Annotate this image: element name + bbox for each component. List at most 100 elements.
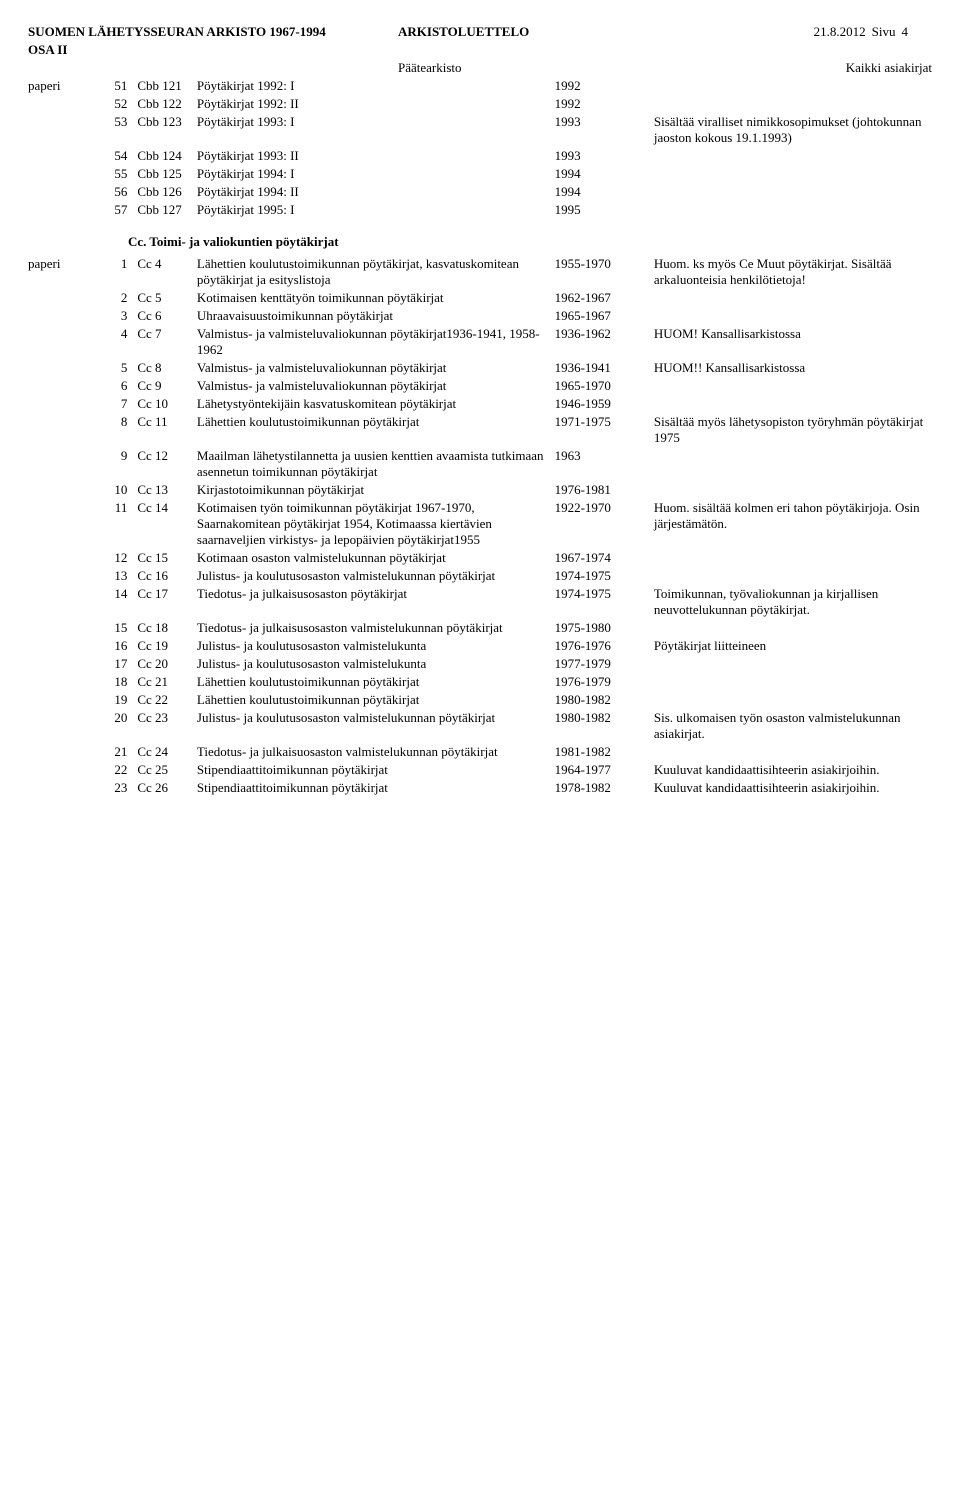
record-year: 1976-1981	[555, 482, 654, 498]
record-title: Kotimaan osaston valmistelukunnan pöytäk…	[197, 550, 555, 566]
table-row: 15Cc 18Tiedotus- ja julkaisusosaston val…	[28, 620, 932, 636]
record-year: 1965-1970	[555, 378, 654, 394]
row-index: 57	[88, 202, 138, 218]
table-row: paperi51Cbb 121Pöytäkirjat 1992: I1992	[28, 78, 932, 94]
record-code: Cc 18	[137, 620, 197, 636]
row-index: 5	[88, 360, 138, 376]
record-note: Toimikunnan, työvaliokunnan ja kirjallis…	[654, 586, 932, 618]
row-index: 2	[88, 290, 138, 306]
record-title: Julistus- ja koulutusosaston valmisteluk…	[197, 638, 555, 654]
table-row: 19Cc 22Lähettien koulutustoimikunnan pöy…	[28, 692, 932, 708]
table-row: 9Cc 12Maailman lähetystilannetta ja uusi…	[28, 448, 932, 480]
row-index: 54	[88, 148, 138, 164]
table-row: 7Cc 10Lähetystyöntekijäin kasvatuskomite…	[28, 396, 932, 412]
table-row: 53Cbb 123Pöytäkirjat 1993: I1993Sisältää…	[28, 114, 932, 146]
record-year: 1994	[555, 166, 654, 182]
record-note: Huom. ks myös Ce Muut pöytäkirjat. Sisäl…	[654, 256, 932, 288]
table-row: 52Cbb 122Pöytäkirjat 1992: II1992	[28, 96, 932, 112]
table-row: 6Cc 9Valmistus- ja valmisteluvaliokunnan…	[28, 378, 932, 394]
record-year: 1977-1979	[555, 656, 654, 672]
record-year: 1967-1974	[555, 550, 654, 566]
table-row: 2Cc 5Kotimaisen kenttätyön toimikunnan p…	[28, 290, 932, 306]
record-title: Uhraavaisuustoimikunnan pöytäkirjat	[197, 308, 555, 324]
record-note: Pöytäkirjat liitteineen	[654, 638, 932, 654]
print-date: 21.8.2012	[814, 24, 866, 40]
row-index: 19	[88, 692, 138, 708]
record-title: Valmistus- ja valmisteluvaliokunnan pöyt…	[197, 360, 555, 376]
row-index: 9	[88, 448, 138, 464]
record-title: Kotimaisen kenttätyön toimikunnan pöytäk…	[197, 290, 555, 306]
record-title: Lähettien koulutustoimikunnan pöytäkirja…	[197, 414, 555, 430]
record-year: 1976-1979	[555, 674, 654, 690]
table-row: 20Cc 23Julistus- ja koulutusosaston valm…	[28, 710, 932, 742]
record-title: Pöytäkirjat 1993: II	[197, 148, 555, 164]
row-index: 8	[88, 414, 138, 430]
record-year: 1978-1982	[555, 780, 654, 796]
record-title: Lähettien koulutustoimikunnan pöytäkirja…	[197, 692, 555, 708]
row-index: 14	[88, 586, 138, 602]
record-code: Cc 14	[137, 500, 197, 516]
table-row: 57Cbb 127Pöytäkirjat 1995: I1995	[28, 202, 932, 218]
record-code: Cc 16	[137, 568, 197, 584]
record-title: Tiedotus- ja julkaisusosaston valmistelu…	[197, 620, 555, 636]
record-year: 1980-1982	[555, 710, 654, 726]
record-title: Valmistus- ja valmisteluvaliokunnan pöyt…	[197, 378, 555, 394]
record-title: Julistus- ja koulutusosaston valmisteluk…	[197, 568, 555, 584]
record-year: 1955-1970	[555, 256, 654, 272]
archive-title: SUOMEN LÄHETYSSEURAN ARKISTO 1967-1994	[28, 24, 398, 40]
table-row: 12Cc 15Kotimaan osaston valmistelukunnan…	[28, 550, 932, 566]
table-row: 23Cc 26Stipendiaattitoimikunnan pöytäkir…	[28, 780, 932, 796]
page-label: Sivu	[872, 24, 896, 40]
record-title: Maailman lähetystilannetta ja uusien ken…	[197, 448, 555, 480]
record-title: Pöytäkirjat 1992: I	[197, 78, 555, 94]
record-year: 1963	[555, 448, 654, 464]
record-year: 1962-1967	[555, 290, 654, 306]
record-title: Lähetystyöntekijäin kasvatuskomitean pöy…	[197, 396, 555, 412]
record-title: Pöytäkirjat 1993: I	[197, 114, 555, 130]
record-code: Cbb 126	[137, 184, 197, 200]
record-title: Pöytäkirjat 1994: II	[197, 184, 555, 200]
record-year: 1974-1975	[555, 586, 654, 602]
table-row: 17Cc 20Julistus- ja koulutusosaston valm…	[28, 656, 932, 672]
table-row: 22Cc 25Stipendiaattitoimikunnan pöytäkir…	[28, 762, 932, 778]
record-year: 1974-1975	[555, 568, 654, 584]
record-title: Pöytäkirjat 1994: I	[197, 166, 555, 182]
row-index: 52	[88, 96, 138, 112]
record-title: Stipendiaattitoimikunnan pöytäkirjat	[197, 762, 555, 778]
record-code: Cbb 127	[137, 202, 197, 218]
record-code: Cc 25	[137, 762, 197, 778]
record-code: Cc 12	[137, 448, 197, 464]
record-code: Cc 23	[137, 710, 197, 726]
record-title: Tiedotus- ja julkaisuosaston valmisteluk…	[197, 744, 555, 760]
record-code: Cc 8	[137, 360, 197, 376]
record-code: Cc 9	[137, 378, 197, 394]
record-title: Julistus- ja koulutusosaston valmisteluk…	[197, 710, 555, 726]
record-title: Stipendiaattitoimikunnan pöytäkirjat	[197, 780, 555, 796]
record-code: Cc 22	[137, 692, 197, 708]
record-code: Cbb 125	[137, 166, 197, 182]
record-code: Cc 10	[137, 396, 197, 412]
section-title-cc: Cc. Toimi- ja valiokuntien pöytäkirjat	[128, 234, 932, 250]
row-index: 17	[88, 656, 138, 672]
record-year: 1975-1980	[555, 620, 654, 636]
record-note: Sisältää myös lähetysopiston työryhmän p…	[654, 414, 932, 446]
table-row: 5Cc 8Valmistus- ja valmisteluvaliokunnan…	[28, 360, 932, 376]
record-year: 1936-1962	[555, 326, 654, 342]
record-note: Sisältää viralliset nimikkosopimukset (j…	[654, 114, 932, 146]
record-code: Cc 26	[137, 780, 197, 796]
table-row: paperi1Cc 4Lähettien koulutustoimikunnan…	[28, 256, 932, 288]
record-code: Cc 17	[137, 586, 197, 602]
row-index: 15	[88, 620, 138, 636]
table-row: 21Cc 24Tiedotus- ja julkaisuosaston valm…	[28, 744, 932, 760]
material-label: paperi	[28, 78, 88, 94]
record-year: 1971-1975	[555, 414, 654, 430]
record-code: Cc 20	[137, 656, 197, 672]
row-index: 22	[88, 762, 138, 778]
osa-label: OSA II	[28, 42, 932, 58]
record-year: 1994	[555, 184, 654, 200]
record-year: 1981-1982	[555, 744, 654, 760]
row-index: 7	[88, 396, 138, 412]
record-title: Kirjastotoimikunnan pöytäkirjat	[197, 482, 555, 498]
record-code: Cbb 122	[137, 96, 197, 112]
subheader-center: Päätearkisto	[398, 60, 698, 76]
